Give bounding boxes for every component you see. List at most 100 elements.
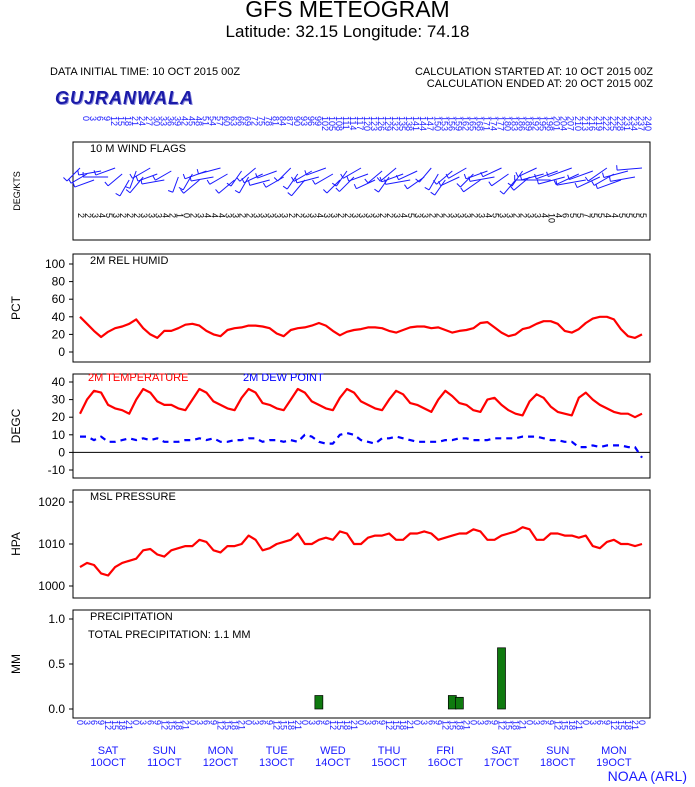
wind-barb-flag	[507, 182, 513, 187]
top-hour-label: 213	[580, 116, 590, 131]
y-axis-label: DEG/KTS	[12, 171, 22, 211]
wind-speed-label: 4	[315, 213, 325, 218]
top-hour-label: 192	[531, 116, 541, 131]
y-tick-label: 0	[58, 345, 65, 359]
hour-label: 9	[489, 720, 499, 725]
wind-barb	[339, 176, 355, 192]
hour-label: 9	[546, 720, 556, 725]
wind-speed-label: 4	[97, 213, 107, 218]
wind-speed-label: 3	[280, 213, 290, 218]
top-hour-label: 78	[264, 116, 274, 126]
hour-label: 6	[426, 720, 436, 725]
wind-speed-label: 4	[610, 213, 620, 218]
wind-barb	[249, 179, 270, 186]
wind-speed-label: 4	[217, 213, 227, 218]
wind-barb-flag	[499, 190, 505, 195]
day-weekday-label: THU	[378, 745, 401, 757]
day-date-label: 11OCT	[147, 757, 182, 769]
wind-speed-label: 2	[132, 213, 142, 218]
wind-barb-flag	[608, 176, 611, 182]
wind-barb	[556, 179, 586, 186]
wind-barb	[610, 176, 636, 182]
top-hour-label: 18	[123, 116, 133, 126]
wind-barb-flag	[335, 187, 340, 192]
precip-bar	[455, 696, 464, 710]
hour-label: 15	[616, 720, 626, 730]
y-tick-label: 20	[52, 327, 66, 341]
wind-speed-label: 5	[631, 213, 641, 218]
wind-barb	[230, 170, 242, 187]
chart-subtitle: Latitude: 32.15 Longitude: 74.18	[225, 22, 470, 41]
top-hour-label: 177	[495, 116, 505, 131]
hour-label: 0	[637, 720, 647, 725]
wind-barb	[521, 173, 544, 181]
day-weekday-label: SUN	[546, 745, 569, 757]
hour-label: 18	[623, 720, 633, 730]
day-weekday-label: FRI	[436, 745, 454, 757]
top-hour-label: 90	[292, 116, 302, 126]
wind-barb	[513, 176, 530, 191]
top-hour-label: 138	[404, 116, 414, 131]
wind-speed-label: 3	[498, 213, 508, 218]
y-tick-label: 0.0	[48, 702, 65, 716]
top-hour-label: 207	[566, 116, 576, 131]
wind-barb	[132, 167, 151, 179]
wind-barb	[576, 176, 601, 189]
wind-speed-label: 2	[188, 213, 198, 218]
wind-barb	[243, 173, 263, 184]
y-tick-label: 40	[52, 310, 66, 324]
top-hour-label: 150	[432, 116, 442, 131]
wind-barb	[428, 173, 439, 191]
hour-label: 12	[272, 720, 282, 730]
top-hour-label: 3	[88, 116, 98, 121]
wind-barb-flag	[167, 190, 173, 193]
wind-speed-label: 2	[512, 213, 522, 218]
y-tick-label: 30	[52, 393, 66, 407]
top-hour-label: 225	[608, 116, 618, 131]
wind-barb	[291, 179, 306, 197]
wind-speed-label: 5	[575, 213, 585, 218]
wind-barb-flag	[424, 187, 430, 191]
wind-barb-flag	[463, 173, 467, 179]
hour-label: 0	[244, 720, 254, 725]
wind-speed-label: 3	[139, 213, 149, 218]
hour-label: 18	[173, 720, 183, 730]
wind-barb-flag	[196, 168, 199, 175]
top-hour-label: 189	[524, 116, 534, 131]
wind-speed-label: 4	[483, 213, 493, 218]
y-tick-label: 0	[58, 445, 65, 459]
series-line	[79, 526, 643, 577]
panel-frame	[72, 253, 651, 363]
hour-label: 9	[96, 720, 106, 725]
wind-barb-flag	[602, 172, 605, 178]
hour-label: 3	[82, 720, 92, 725]
hour-label: 21	[349, 720, 359, 730]
y-tick-label: 100	[45, 257, 65, 271]
top-hour-label: 168	[474, 116, 484, 131]
wind-barb-flag	[591, 180, 595, 186]
wind-speed-label: 2	[118, 213, 128, 218]
day-date-label: 13OCT	[259, 757, 295, 769]
wind-barb	[265, 176, 284, 188]
wind-barb-flag	[241, 177, 245, 183]
hour-label: 21	[518, 720, 528, 730]
hour-label: 18	[454, 720, 464, 730]
wind-speed-label: 2	[167, 213, 177, 218]
top-hour-label: 165	[467, 116, 477, 131]
y-tick-label: -10	[48, 463, 66, 477]
wind-barb	[548, 167, 572, 178]
hour-label: 15	[335, 720, 345, 730]
wind-speed-label: 3	[476, 213, 486, 218]
wind-barb	[503, 179, 516, 195]
wind-barb-flag	[574, 182, 578, 188]
top-hour-label: 33	[158, 116, 168, 126]
hour-label: 0	[412, 720, 422, 725]
wind-speed-label: 3	[224, 213, 234, 218]
wind-barb-flag	[379, 176, 383, 182]
wind-speed-label: 2	[434, 213, 444, 218]
top-hour-label: 228	[615, 116, 625, 131]
wind-barb-flag	[346, 176, 350, 182]
hour-label: 12	[497, 720, 507, 730]
wind-speed-label: 3	[266, 213, 276, 218]
legend-dew-point: 2M DEW POINT	[243, 372, 324, 384]
